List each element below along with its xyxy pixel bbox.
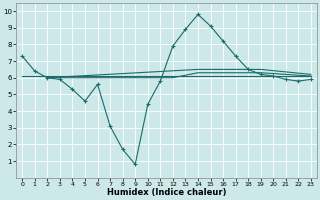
X-axis label: Humidex (Indice chaleur): Humidex (Indice chaleur): [107, 188, 226, 197]
